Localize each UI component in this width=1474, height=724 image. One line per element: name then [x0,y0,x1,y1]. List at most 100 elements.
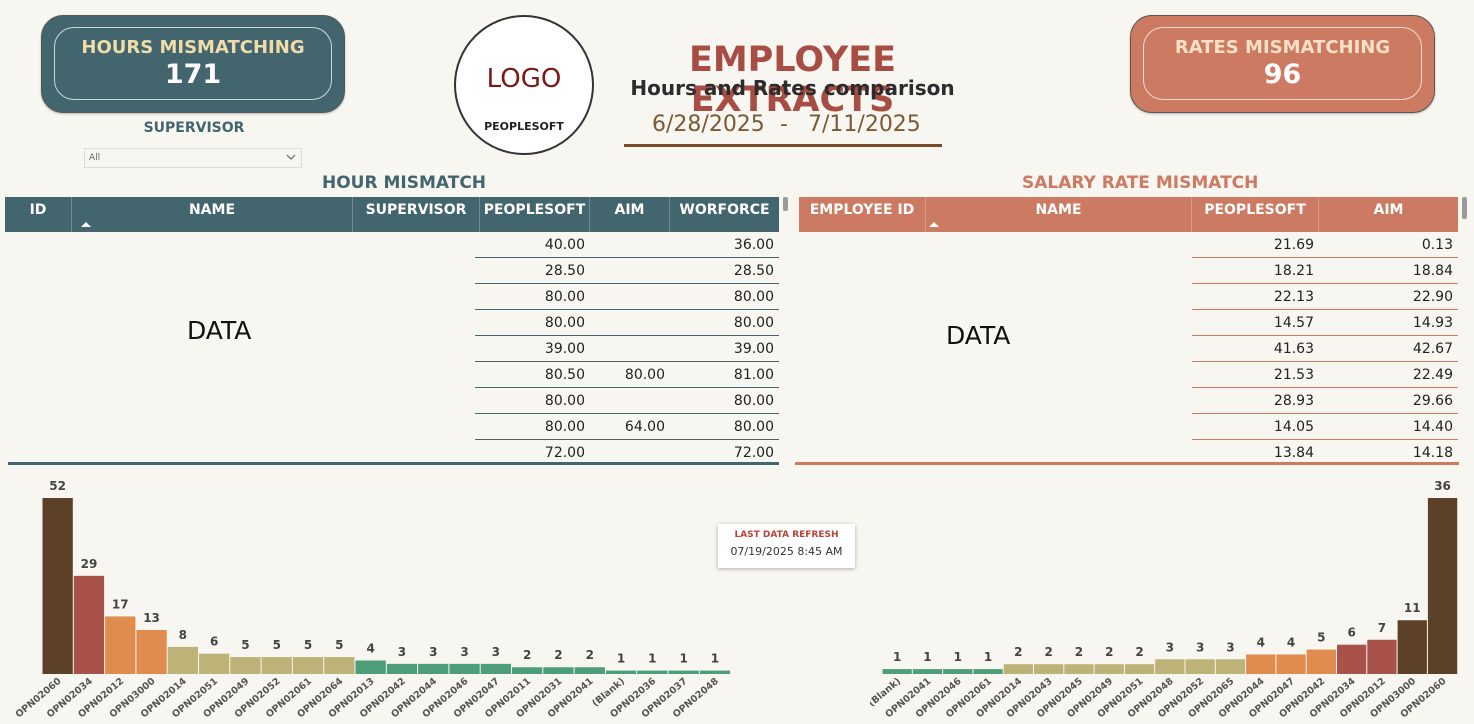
bar[interactable] [699,670,731,674]
logo-text: LOGO [486,64,562,94]
bar[interactable] [574,667,605,674]
bar[interactable] [1367,639,1397,674]
bar[interactable] [512,667,543,674]
bar[interactable] [418,663,449,674]
bar[interactable] [543,667,574,674]
bar[interactable] [605,670,637,674]
bar[interactable] [73,575,105,674]
column-header-supervisor[interactable]: SUPERVISOR [353,197,480,232]
table-row[interactable]: 14.57 14.93 [799,310,1458,336]
table-cell: 22.13 [1192,284,1319,310]
bar[interactable] [912,669,943,674]
column-header-peoplesoft[interactable]: PEOPLESOFT [480,197,590,232]
bar[interactable] [1246,654,1276,674]
bar[interactable] [882,669,912,674]
column-header-aim[interactable]: AIM [1373,202,1404,218]
bar[interactable] [355,660,386,674]
bar[interactable] [1337,644,1367,674]
column-header-name[interactable]: NAME [72,197,353,232]
column-header-employee-id[interactable]: EMPLOYEE ID [799,197,939,232]
table-cell: 14.18 [1412,445,1453,460]
bar[interactable] [1064,664,1094,674]
rates-mismatching-inner: RATES MISMATCHING 96 [1143,27,1422,100]
bar[interactable] [449,663,480,674]
bar[interactable] [1215,659,1246,674]
bar-value-label: 5 [273,638,281,652]
hours-mismatching-title: HOURS MISMATCHING [81,37,305,58]
bar[interactable] [637,670,668,674]
bar[interactable] [261,657,292,674]
table-row[interactable]: 21.53 22.49 [799,362,1458,388]
bar[interactable] [105,616,136,674]
bar[interactable] [1427,498,1458,674]
bar[interactable] [292,657,324,674]
table-row[interactable]: 22.13 22.90 [799,284,1458,310]
bar[interactable] [167,646,198,674]
table-row[interactable]: 80.00 64.00 80.00 [5,414,779,440]
table-cell: 28.93 [1192,388,1319,414]
table-row[interactable]: 40.00 36.00 [5,232,779,258]
bar-value-label: 3 [1196,640,1204,654]
bar[interactable] [136,630,167,674]
bar[interactable] [1124,664,1155,674]
bar[interactable] [1003,664,1033,674]
bar-value-label: 6 [1347,626,1355,640]
supervisor-dropdown[interactable]: All [84,148,302,168]
rate-mismatch-by-supervisor-chart: 1(Blank)1OPN020411OPN020461OPN020612OPN0… [870,479,1458,720]
table-row[interactable]: 13.84 14.18 [799,440,1458,460]
table-row[interactable]: 14.05 14.40 [799,414,1458,440]
sort-ascending-icon [81,222,91,227]
table-row[interactable]: 80.00 80.00 [5,310,779,336]
bar-value-label: 2 [1135,645,1143,659]
bar-value-label: 1 [648,652,656,666]
column-header-workforce[interactable]: WORFORCE [679,202,770,218]
bar[interactable] [1185,659,1215,674]
column-header-name[interactable]: NAME [926,197,1192,232]
rates-mismatching-title: RATES MISMATCHING [1174,37,1391,58]
bar[interactable] [973,669,1003,674]
column-header-aim[interactable]: AIM [590,197,670,232]
bar[interactable] [1094,664,1124,674]
bar[interactable] [199,653,230,674]
table-row[interactable]: 80.50 80.00 81.00 [5,362,779,388]
hour-table-scrollbar[interactable] [783,197,788,211]
bar[interactable] [1155,659,1185,674]
table-row[interactable]: 18.21 18.84 [799,258,1458,284]
rates-mismatching-card: RATES MISMATCHING 96 [1130,15,1435,113]
bar-value-label: 4 [366,641,374,655]
table-cell: 39.00 [670,336,779,362]
table-cell: 80.00 [670,310,779,336]
bar[interactable] [386,663,418,674]
table-row[interactable]: 72.00 72.00 [5,440,779,460]
bar[interactable] [1034,664,1064,674]
hours-mismatching-inner: HOURS MISMATCHING 171 [54,27,332,100]
bar[interactable] [668,670,699,674]
bar-value-label: 29 [81,557,98,571]
bar-value-label: 5 [335,638,343,652]
table-row[interactable]: 41.63 42.67 [799,336,1458,362]
bar[interactable] [324,657,355,674]
column-header-peoplesoft[interactable]: PEOPLESOFT [1192,197,1319,232]
bar[interactable] [230,657,261,674]
bar[interactable] [1306,649,1336,674]
bar[interactable] [480,663,511,674]
rate-table-scrollbar[interactable] [1462,197,1467,219]
bar[interactable] [1397,620,1427,674]
column-header-id[interactable]: ID [5,197,72,232]
table-row[interactable]: 28.50 28.50 [5,258,779,284]
bar-value-label: 2 [1105,645,1113,659]
hour-table-divider [8,462,779,465]
bar[interactable] [1276,654,1306,674]
bar[interactable] [42,498,73,674]
table-row[interactable]: 80.00 80.00 [5,284,779,310]
table-row[interactable]: 39.00 39.00 [5,336,779,362]
logo: LOGO PEOPLESOFT [454,15,594,155]
table-cell: 0.13 [1319,232,1458,258]
table-row[interactable]: 21.69 0.13 [799,232,1458,258]
table-row[interactable]: 28.93 29.66 [799,388,1458,414]
bar-value-label: 1 [984,650,992,664]
table-row[interactable]: 80.00 80.00 [5,388,779,414]
bar[interactable] [943,669,973,674]
date-range[interactable]: 6/28/2025 - 7/11/2025 [624,112,942,147]
last-refresh-label: LAST DATA REFRESH [734,530,839,540]
